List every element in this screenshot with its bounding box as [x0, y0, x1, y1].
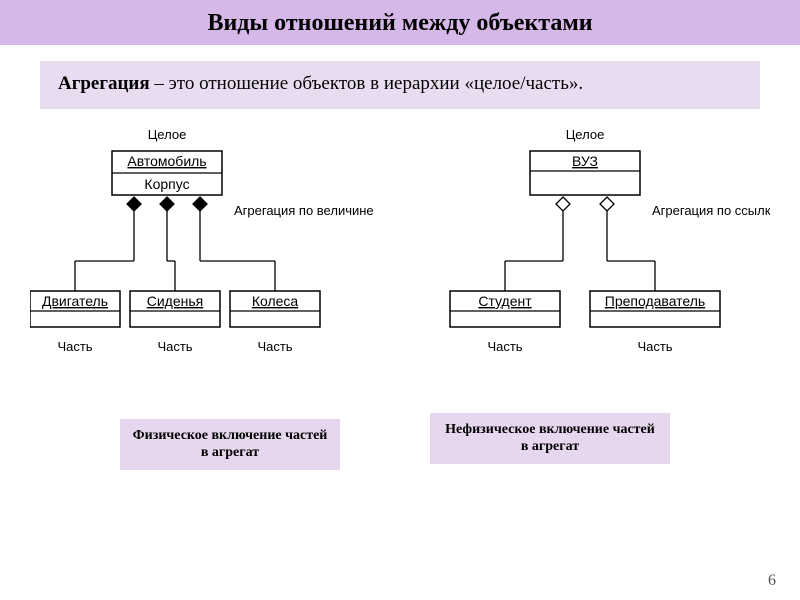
slide-header: Виды отношений между объектами	[0, 0, 800, 45]
svg-text:Студент: Студент	[478, 293, 532, 309]
svg-text:Часть: Часть	[157, 339, 192, 354]
svg-text:Колеса: Колеса	[252, 293, 299, 309]
svg-text:Агрегация по величине: Агрегация по величине	[234, 203, 374, 218]
svg-text:Сиденья: Сиденья	[147, 293, 204, 309]
definition-box: Агрегация – это отношение объектов в иер…	[40, 61, 760, 109]
caption-nonphysical: Нефизическое включение частей в агрегат	[430, 413, 670, 464]
captions-row: Физическое включение частей в агрегат Не…	[0, 419, 800, 489]
definition-text: – это отношение объектов в иерархии «цел…	[150, 73, 583, 94]
svg-text:Целое: Целое	[566, 127, 605, 142]
svg-text:Часть: Часть	[637, 339, 672, 354]
svg-text:Часть: Часть	[57, 339, 92, 354]
diagram-area: Целое Автомобиль Корпус Агрегация по величи…	[30, 121, 770, 401]
svg-text:ВУЗ: ВУЗ	[572, 153, 598, 169]
svg-text:Корпус: Корпус	[144, 176, 189, 192]
svg-text:Агрегация по ссылке: Агрегация по ссылке	[652, 203, 770, 218]
definition-term: Агрегация	[58, 73, 150, 94]
svg-text:Преподаватель: Преподаватель	[605, 293, 705, 309]
svg-text:Двигатель: Двигатель	[42, 293, 108, 309]
caption-physical: Физическое включение частей в агрегат	[120, 419, 340, 470]
svg-text:Автомобиль: Автомобиль	[127, 153, 206, 169]
svg-text:Целое: Целое	[148, 127, 187, 142]
aggregation-diagram: Целое Автомобиль Корпус Агрегация по величи…	[30, 121, 770, 401]
svg-text:Часть: Часть	[257, 339, 292, 354]
caption-nonphysical-text: Нефизическое включение частей в агрегат	[445, 422, 655, 455]
slide-title: Виды отношений между объектами	[207, 10, 592, 36]
svg-text:Часть: Часть	[487, 339, 522, 354]
caption-physical-text: Физическое включение частей в агрегат	[133, 428, 328, 461]
page-number: 6	[768, 572, 776, 590]
